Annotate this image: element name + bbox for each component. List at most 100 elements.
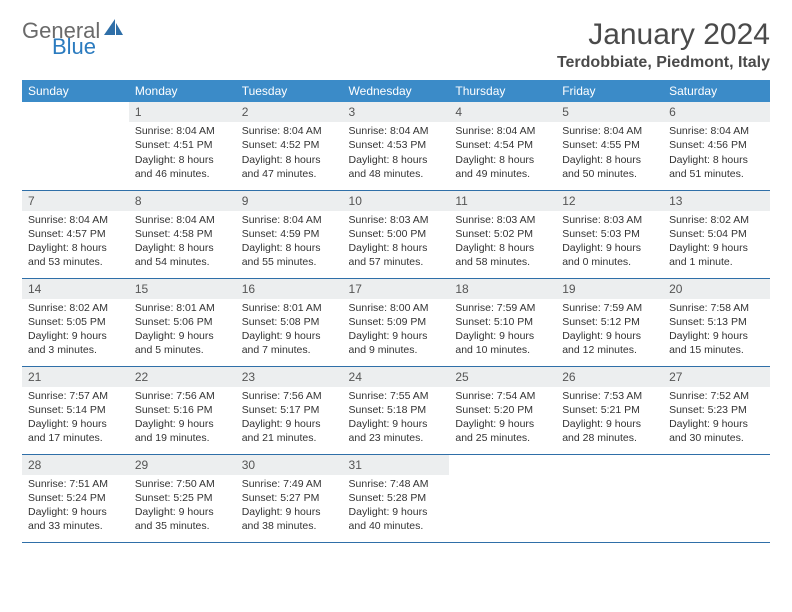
sunset-line: Sunset: 5:14 PM (28, 403, 123, 417)
sunrise-line: Sunrise: 8:02 AM (669, 213, 764, 227)
day-number: 17 (343, 279, 450, 299)
calendar-day-cell: 12Sunrise: 8:03 AMSunset: 5:03 PMDayligh… (556, 190, 663, 278)
daylight-line-2: and 0 minutes. (562, 255, 657, 269)
sunrise-line: Sunrise: 8:04 AM (135, 124, 230, 138)
day-body: Sunrise: 8:04 AMSunset: 4:57 PMDaylight:… (22, 211, 129, 274)
daylight-line-2: and 21 minutes. (242, 431, 337, 445)
day-body: Sunrise: 7:56 AMSunset: 5:17 PMDaylight:… (236, 387, 343, 450)
calendar-day-cell: 31Sunrise: 7:48 AMSunset: 5:28 PMDayligh… (343, 454, 450, 542)
day-body: Sunrise: 8:00 AMSunset: 5:09 PMDaylight:… (343, 299, 450, 362)
sunset-line: Sunset: 5:09 PM (349, 315, 444, 329)
sunset-line: Sunset: 4:54 PM (455, 138, 550, 152)
sunset-line: Sunset: 4:59 PM (242, 227, 337, 241)
sunrise-line: Sunrise: 8:04 AM (28, 213, 123, 227)
weekday-header: Tuesday (236, 80, 343, 102)
calendar-day-cell: 27Sunrise: 7:52 AMSunset: 5:23 PMDayligh… (663, 366, 770, 454)
sunrise-line: Sunrise: 7:49 AM (242, 477, 337, 491)
day-body: Sunrise: 8:03 AMSunset: 5:02 PMDaylight:… (449, 211, 556, 274)
sunset-line: Sunset: 4:55 PM (562, 138, 657, 152)
weekday-header: Thursday (449, 80, 556, 102)
day-body: Sunrise: 7:58 AMSunset: 5:13 PMDaylight:… (663, 299, 770, 362)
day-body: Sunrise: 8:04 AMSunset: 4:58 PMDaylight:… (129, 211, 236, 274)
day-number: 13 (663, 191, 770, 211)
daylight-line-2: and 35 minutes. (135, 519, 230, 533)
daylight-line-1: Daylight: 9 hours (562, 329, 657, 343)
day-body: Sunrise: 8:04 AMSunset: 4:52 PMDaylight:… (236, 122, 343, 185)
daylight-line-2: and 51 minutes. (669, 167, 764, 181)
calendar-week-row: 28Sunrise: 7:51 AMSunset: 5:24 PMDayligh… (22, 454, 770, 542)
sunset-line: Sunset: 5:25 PM (135, 491, 230, 505)
sunset-line: Sunset: 5:20 PM (455, 403, 550, 417)
day-body: Sunrise: 8:02 AMSunset: 5:05 PMDaylight:… (22, 299, 129, 362)
day-number: 10 (343, 191, 450, 211)
sunrise-line: Sunrise: 7:59 AM (562, 301, 657, 315)
daylight-line-1: Daylight: 8 hours (455, 153, 550, 167)
day-body: Sunrise: 7:54 AMSunset: 5:20 PMDaylight:… (449, 387, 556, 450)
calendar-day-cell: 13Sunrise: 8:02 AMSunset: 5:04 PMDayligh… (663, 190, 770, 278)
daylight-line-2: and 5 minutes. (135, 343, 230, 357)
calendar-day-cell: 28Sunrise: 7:51 AMSunset: 5:24 PMDayligh… (22, 454, 129, 542)
weekday-header: Saturday (663, 80, 770, 102)
daylight-line-1: Daylight: 9 hours (135, 505, 230, 519)
daylight-line-2: and 9 minutes. (349, 343, 444, 357)
sunrise-line: Sunrise: 8:04 AM (135, 213, 230, 227)
sunset-line: Sunset: 5:27 PM (242, 491, 337, 505)
daylight-line-1: Daylight: 8 hours (242, 241, 337, 255)
daylight-line-1: Daylight: 8 hours (349, 153, 444, 167)
daylight-line-2: and 55 minutes. (242, 255, 337, 269)
calendar-empty-cell (556, 454, 663, 542)
sunrise-line: Sunrise: 8:04 AM (349, 124, 444, 138)
day-body: Sunrise: 7:51 AMSunset: 5:24 PMDaylight:… (22, 475, 129, 538)
calendar-day-cell: 26Sunrise: 7:53 AMSunset: 5:21 PMDayligh… (556, 366, 663, 454)
daylight-line-2: and 58 minutes. (455, 255, 550, 269)
day-number: 31 (343, 455, 450, 475)
daylight-line-2: and 46 minutes. (135, 167, 230, 181)
calendar-day-cell: 22Sunrise: 7:56 AMSunset: 5:16 PMDayligh… (129, 366, 236, 454)
calendar-day-cell: 7Sunrise: 8:04 AMSunset: 4:57 PMDaylight… (22, 190, 129, 278)
sunset-line: Sunset: 5:18 PM (349, 403, 444, 417)
daylight-line-1: Daylight: 8 hours (349, 241, 444, 255)
day-number: 3 (343, 102, 450, 122)
calendar-day-cell: 8Sunrise: 8:04 AMSunset: 4:58 PMDaylight… (129, 190, 236, 278)
day-number: 30 (236, 455, 343, 475)
sunset-line: Sunset: 5:05 PM (28, 315, 123, 329)
calendar-day-cell: 5Sunrise: 8:04 AMSunset: 4:55 PMDaylight… (556, 102, 663, 190)
sunset-line: Sunset: 5:03 PM (562, 227, 657, 241)
sunset-line: Sunset: 4:58 PM (135, 227, 230, 241)
sunrise-line: Sunrise: 7:50 AM (135, 477, 230, 491)
day-number: 5 (556, 102, 663, 122)
daylight-line-2: and 1 minute. (669, 255, 764, 269)
sunrise-line: Sunrise: 8:04 AM (242, 124, 337, 138)
daylight-line-1: Daylight: 9 hours (242, 417, 337, 431)
weekday-header: Wednesday (343, 80, 450, 102)
sunrise-line: Sunrise: 8:03 AM (562, 213, 657, 227)
day-number: 2 (236, 102, 343, 122)
sunrise-line: Sunrise: 8:01 AM (242, 301, 337, 315)
calendar-day-cell: 29Sunrise: 7:50 AMSunset: 5:25 PMDayligh… (129, 454, 236, 542)
day-number: 9 (236, 191, 343, 211)
calendar-day-cell: 25Sunrise: 7:54 AMSunset: 5:20 PMDayligh… (449, 366, 556, 454)
daylight-line-1: Daylight: 9 hours (669, 329, 764, 343)
sunrise-line: Sunrise: 8:02 AM (28, 301, 123, 315)
daylight-line-2: and 10 minutes. (455, 343, 550, 357)
daylight-line-1: Daylight: 9 hours (455, 417, 550, 431)
daylight-line-1: Daylight: 8 hours (242, 153, 337, 167)
calendar-day-cell: 20Sunrise: 7:58 AMSunset: 5:13 PMDayligh… (663, 278, 770, 366)
daylight-line-1: Daylight: 9 hours (349, 329, 444, 343)
sunset-line: Sunset: 4:53 PM (349, 138, 444, 152)
calendar-day-cell: 10Sunrise: 8:03 AMSunset: 5:00 PMDayligh… (343, 190, 450, 278)
day-number: 18 (449, 279, 556, 299)
sunrise-line: Sunrise: 7:56 AM (242, 389, 337, 403)
day-number: 11 (449, 191, 556, 211)
sunset-line: Sunset: 5:24 PM (28, 491, 123, 505)
calendar-table: SundayMondayTuesdayWednesdayThursdayFrid… (22, 80, 770, 543)
sunset-line: Sunset: 4:56 PM (669, 138, 764, 152)
sunset-line: Sunset: 4:52 PM (242, 138, 337, 152)
day-number: 6 (663, 102, 770, 122)
daylight-line-2: and 17 minutes. (28, 431, 123, 445)
day-number: 21 (22, 367, 129, 387)
day-number: 7 (22, 191, 129, 211)
day-number: 14 (22, 279, 129, 299)
daylight-line-1: Daylight: 9 hours (349, 505, 444, 519)
day-body: Sunrise: 7:48 AMSunset: 5:28 PMDaylight:… (343, 475, 450, 538)
